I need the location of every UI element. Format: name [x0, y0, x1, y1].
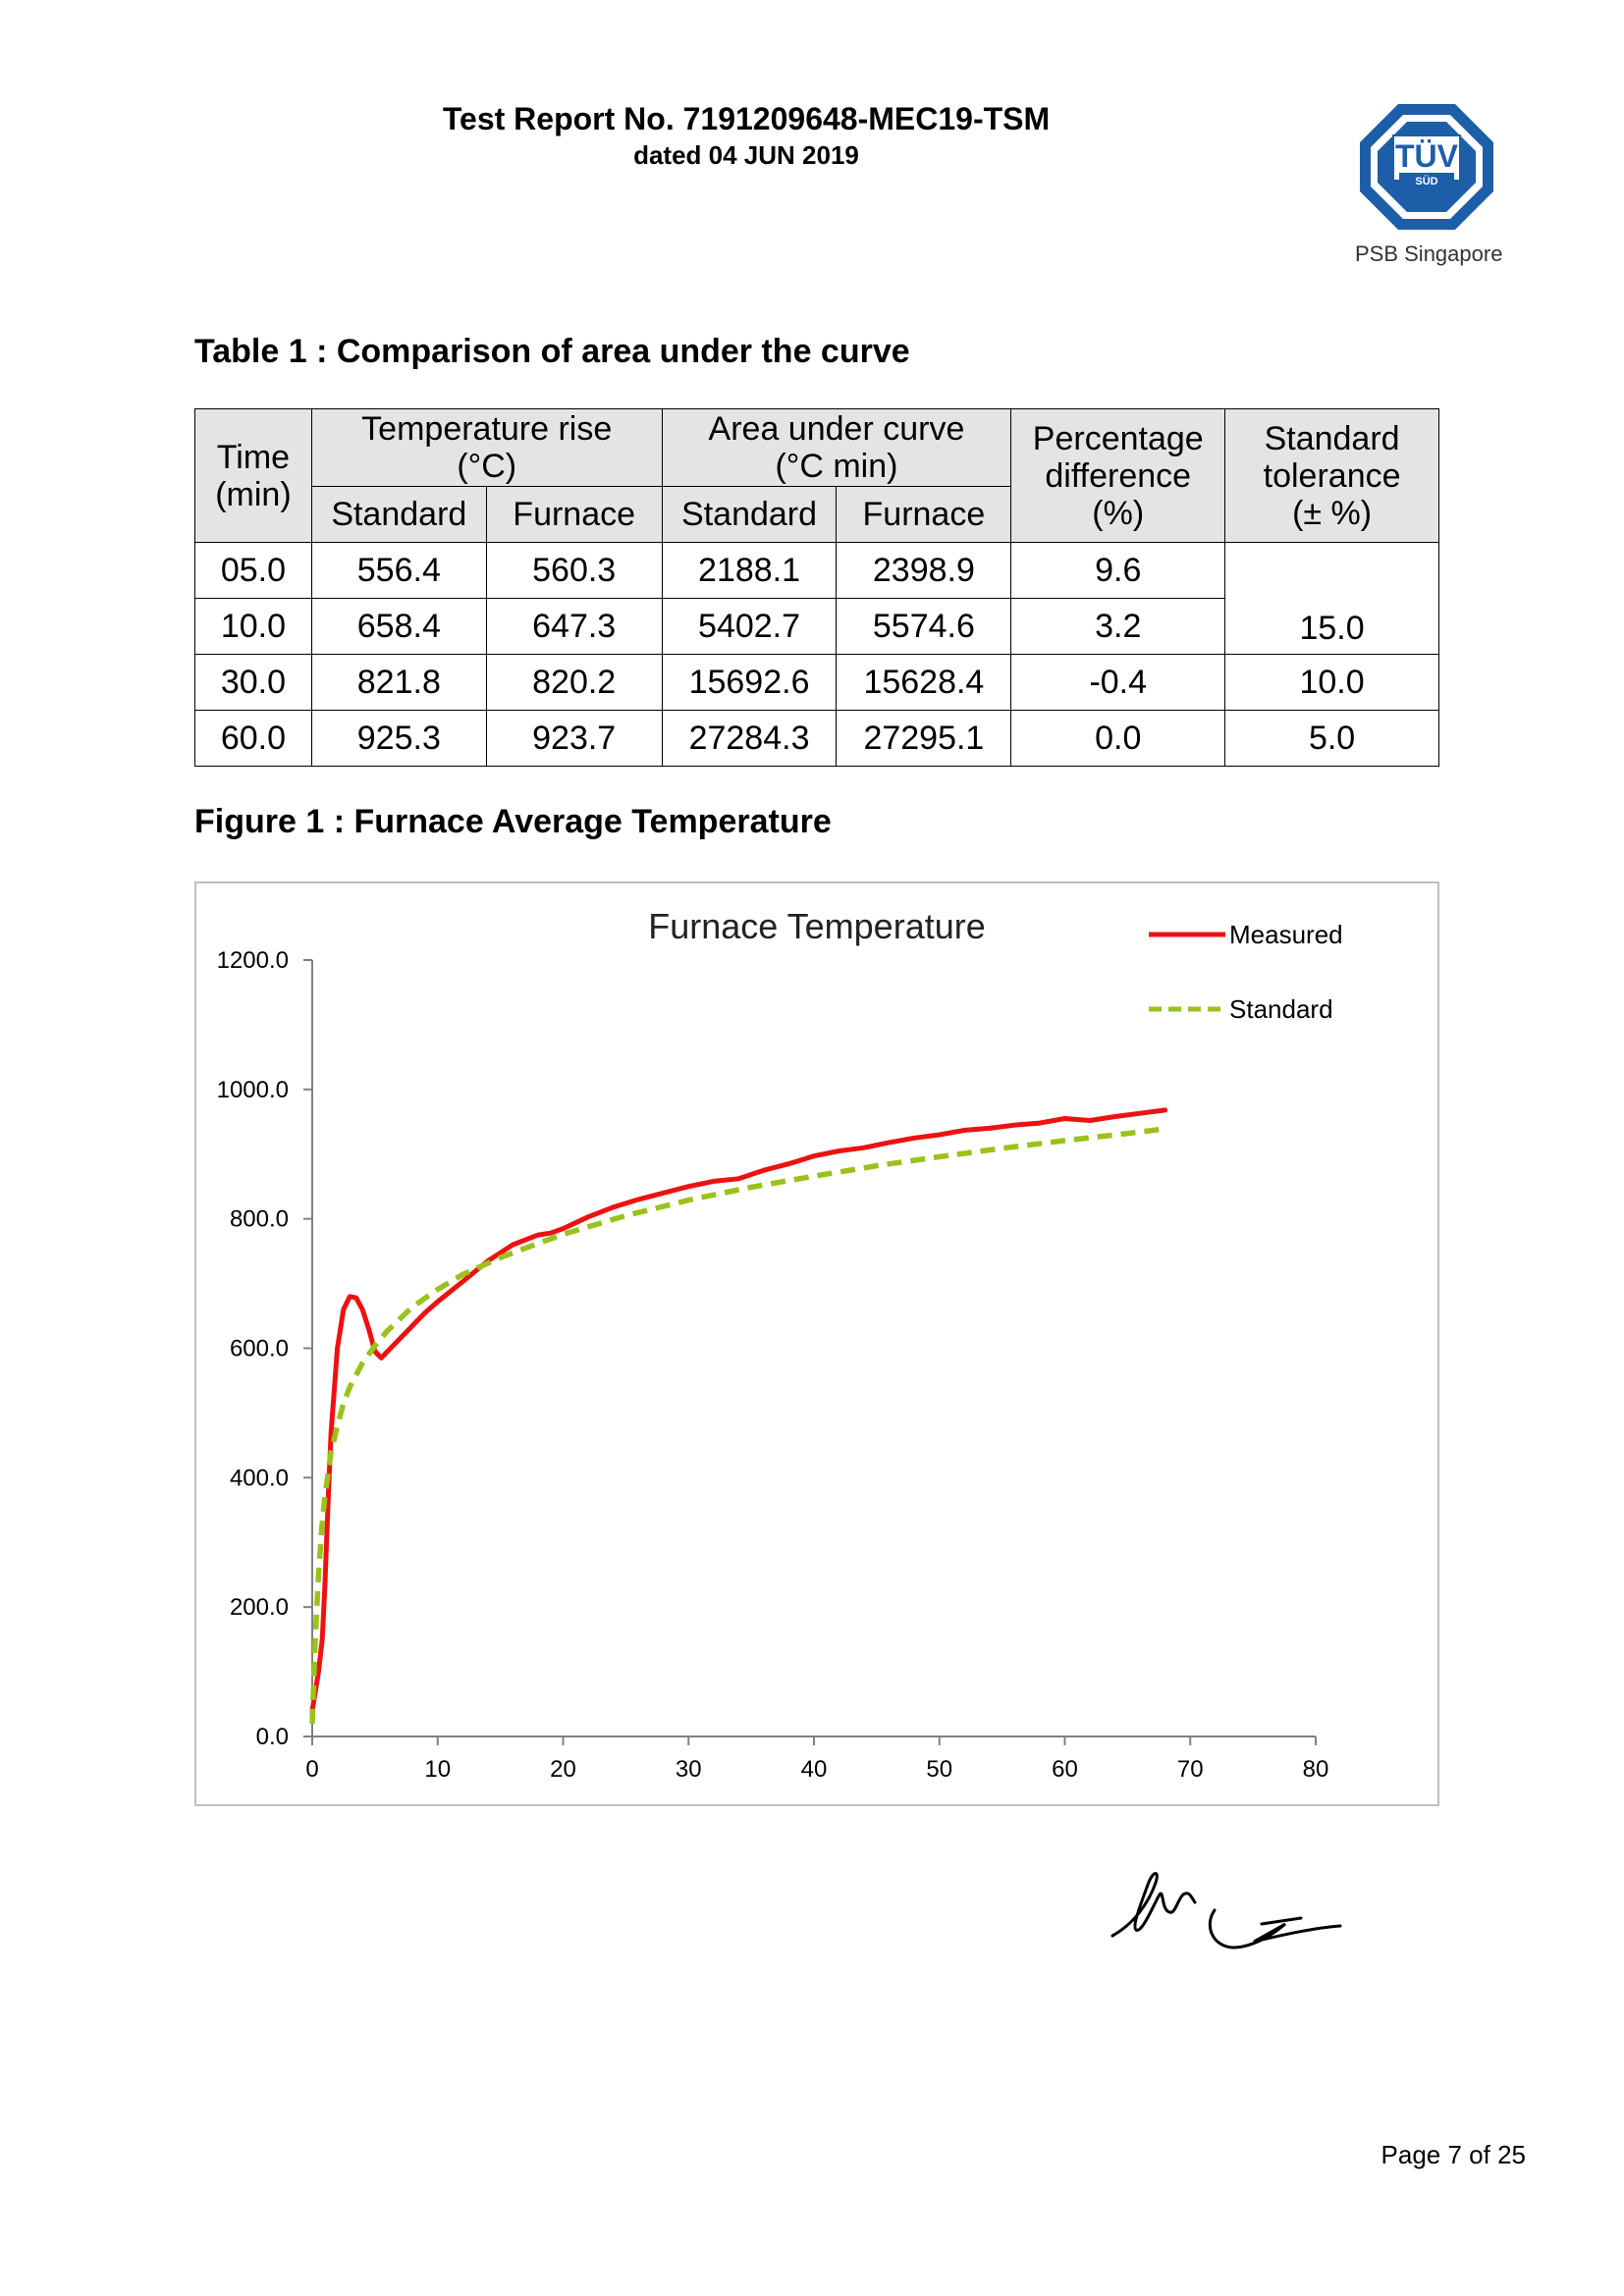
figure-caption: Figure 1 : Furnace Average Temperature — [194, 803, 832, 840]
cell-area-standard: 5402.7 — [661, 598, 838, 655]
comparison-table: Time (min) Temperature rise (°C) Area unde… — [194, 408, 1439, 767]
subheader-standard: Standard — [310, 486, 487, 543]
x-tick-label: 50 — [926, 1756, 952, 1783]
x-tick-label: 40 — [801, 1756, 828, 1783]
cell-temp-standard: 925.3 — [310, 710, 487, 767]
series-line-standard — [309, 1126, 1166, 1724]
cell-area-furnace: 2398.9 — [836, 542, 1012, 599]
series-line-measured — [309, 1107, 1168, 1714]
cell-tolerance: 15.0 — [1224, 542, 1439, 655]
header-area-under-curve: Area under curve (°C min) — [661, 408, 1012, 487]
subheader-furnace: Furnace — [836, 486, 1012, 543]
cell-time: 05.0 — [194, 542, 312, 599]
cell-temp-standard: 821.8 — [310, 654, 487, 711]
table-row: 05.0 556.4 560.3 2188.1 2398.9 9.6 15.0 — [194, 542, 1439, 655]
table-row: 30.0 821.8 820.2 15692.6 15628.4 -0.4 10… — [194, 654, 1439, 711]
legend-label-measured: Measured — [1229, 920, 1343, 949]
table-header-row: Time (min) Temperature rise (°C) Area unde… — [194, 408, 1439, 543]
cell-temp-furnace: 820.2 — [485, 654, 663, 711]
furnace-temperature-chart: 0.0 200.0 400.0 600.0 800.0 1000.0 1200.0 0 10 20… — [194, 881, 1439, 1806]
cell-tolerance: 10.0 — [1224, 654, 1439, 711]
table-caption: Table 1 : Comparison of area under the c… — [194, 333, 910, 370]
y-tick-label: 1200.0 — [217, 947, 289, 974]
x-tick-label: 80 — [1303, 1756, 1329, 1783]
header-standard-tolerance: Standard tolerance (± %) — [1224, 408, 1439, 543]
x-tick-label: 30 — [676, 1756, 702, 1783]
signature — [1110, 1872, 1342, 1949]
cell-area-standard: 15692.6 — [661, 654, 838, 711]
cell-percentage: -0.4 — [1010, 654, 1226, 711]
chart-svg: 0.0 200.0 400.0 600.0 800.0 1000.0 1200.0 0 10 20… — [217, 906, 1343, 1783]
cell-time: 30.0 — [194, 654, 312, 711]
y-tick-label: 600.0 — [230, 1336, 289, 1362]
subheader-standard: Standard — [661, 486, 838, 543]
cell-temp-furnace: 560.3 — [485, 542, 663, 599]
cell-area-furnace: 27295.1 — [836, 710, 1012, 767]
x-tick-label: 20 — [550, 1756, 576, 1783]
y-tick-label: 200.0 — [230, 1594, 289, 1621]
y-tick-label: 0.0 — [256, 1724, 289, 1750]
y-tick-label: 1000.0 — [217, 1077, 289, 1103]
header-time: Time (min) — [194, 408, 312, 543]
cell-time: 60.0 — [194, 710, 312, 767]
cell-tolerance: 5.0 — [1224, 710, 1439, 767]
cell-area-standard: 2188.1 — [661, 542, 838, 599]
cell-temp-furnace: 647.3 — [485, 598, 663, 655]
cell-area-furnace: 5574.6 — [836, 598, 1012, 655]
header-percentage-difference: Percentage difference (%) — [1010, 408, 1226, 543]
table-subheader-row: Standard Furnace Standard Furnace — [195, 486, 1439, 543]
report-title: Test Report No. 7191209648-MEC19-TSM — [442, 101, 1051, 136]
chart-title: Furnace Temperature — [648, 906, 986, 946]
x-tick-label: 10 — [424, 1756, 451, 1783]
cell-temp-standard: 556.4 — [310, 542, 487, 599]
x-tick-label: 0 — [305, 1756, 318, 1783]
x-tick-label: 70 — [1177, 1756, 1204, 1783]
report-date: dated 04 JUN 2019 — [633, 140, 859, 170]
table-row: 60.0 925.3 923.7 27284.3 27295.1 0.0 5.0 — [194, 710, 1439, 767]
cell-percentage: 9.6 — [1010, 542, 1226, 599]
y-tick-label: 400.0 — [230, 1465, 289, 1491]
legend-label-standard: Standard — [1229, 994, 1333, 1024]
cell-percentage: 3.2 — [1010, 598, 1226, 655]
cell-temp-standard: 658.4 — [310, 598, 487, 655]
table-row: 10.0 658.4 647.3 5402.7 5574.6 3.2 — [194, 598, 1439, 655]
y-tick-label: 800.0 — [230, 1206, 289, 1233]
subheader-furnace: Furnace — [485, 486, 663, 543]
cell-temp-furnace: 923.7 — [485, 710, 663, 767]
page-number: Page 7 of 25 — [1380, 2140, 1526, 2169]
logo-wordmark: TÜV — [1395, 138, 1459, 174]
cell-percentage: 0.0 — [1010, 710, 1226, 767]
logo-badge: SÜD — [1415, 175, 1437, 187]
cell-area-standard: 27284.3 — [661, 710, 838, 767]
cell-time: 10.0 — [194, 598, 312, 655]
header-temperature-rise: Temperature rise (°C) — [310, 408, 663, 487]
cell-area-furnace: 15628.4 — [836, 654, 1012, 711]
x-tick-label: 60 — [1052, 1756, 1078, 1783]
tuv-sud-logo: TÜV SÜD — [1360, 104, 1493, 230]
logo-caption: PSB Singapore — [1355, 241, 1503, 266]
